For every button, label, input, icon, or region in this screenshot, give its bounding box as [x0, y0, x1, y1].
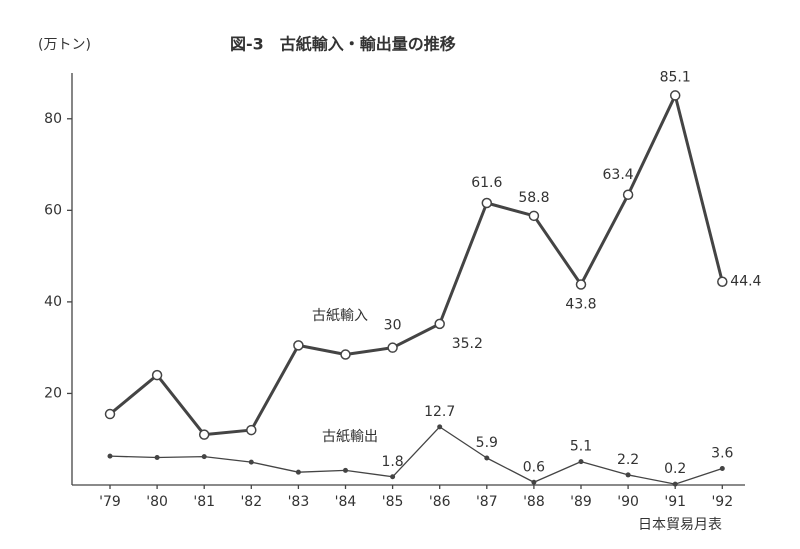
point [622, 189, 634, 201]
data-label: 12.7 [424, 404, 455, 420]
point [387, 342, 398, 353]
data-label: 61.6 [471, 175, 502, 191]
point [669, 90, 681, 101]
data-label: 5.1 [570, 439, 592, 455]
point [625, 472, 631, 478]
x-tick-label: '82 [240, 494, 262, 510]
source: 日本貿易月表 [638, 517, 722, 533]
x-tick-label: '91 [664, 494, 686, 510]
point [390, 474, 396, 480]
data-label: 2.2 [617, 452, 639, 468]
x-tick-label: '80 [146, 494, 168, 510]
point [198, 429, 210, 440]
y-tick-label: 20 [44, 385, 62, 401]
data-label: 85.1 [660, 69, 691, 85]
x-tick-label: '87 [476, 494, 498, 510]
point [246, 424, 257, 436]
x-tick-label: '85 [382, 494, 404, 510]
data-label: 58.8 [518, 190, 549, 206]
point [528, 210, 540, 222]
data-label: 44.4 [730, 274, 761, 290]
data-label: 0.6 [523, 459, 545, 475]
point [340, 349, 351, 360]
y-tick-label: 40 [44, 294, 62, 310]
y-tick-label: 80 [44, 111, 62, 127]
point [717, 276, 728, 287]
point [531, 479, 537, 485]
series-label: 古紙輸入 [312, 308, 368, 324]
point [201, 454, 207, 460]
x-tick-label: '92 [711, 494, 733, 510]
x-tick-label: '90 [617, 494, 639, 510]
data-label: 5.9 [476, 435, 498, 451]
data-label: 35.2 [452, 336, 483, 352]
point [484, 455, 490, 461]
x-tick-label: '86 [429, 494, 451, 510]
point [434, 318, 445, 330]
data-label: 30 [384, 318, 402, 334]
x-tick-label: '88 [523, 494, 545, 510]
point [437, 424, 443, 430]
point [293, 340, 304, 351]
series-line [109, 426, 723, 485]
point [672, 481, 678, 487]
chart-title: 図-3 古紙輸入・輸出量の推移 [230, 35, 456, 54]
x-tick-label: '79 [99, 494, 121, 510]
series-label: 古紙輸出 [322, 429, 378, 445]
data-label: 1.8 [381, 454, 403, 470]
x-tick-label: '89 [570, 494, 592, 510]
x-tick-label: '84 [335, 494, 357, 510]
x-tick-label: '81 [193, 494, 215, 510]
data-label: 43.8 [565, 296, 596, 312]
point [154, 455, 160, 461]
point [481, 197, 493, 209]
point [343, 467, 348, 473]
point [151, 369, 163, 381]
point [107, 453, 113, 459]
point [248, 459, 254, 465]
point [104, 408, 116, 420]
point [719, 466, 725, 472]
x-tick-label: '83 [288, 494, 310, 510]
y-axis-label: (万トン) [38, 37, 91, 53]
point [578, 459, 584, 465]
series-line [109, 93, 724, 437]
point [295, 469, 301, 475]
data-label: 0.2 [664, 461, 686, 477]
point [575, 279, 587, 290]
y-tick-label: 60 [44, 202, 62, 218]
data-label: 63.4 [603, 167, 634, 183]
data-label: 3.6 [711, 446, 733, 462]
